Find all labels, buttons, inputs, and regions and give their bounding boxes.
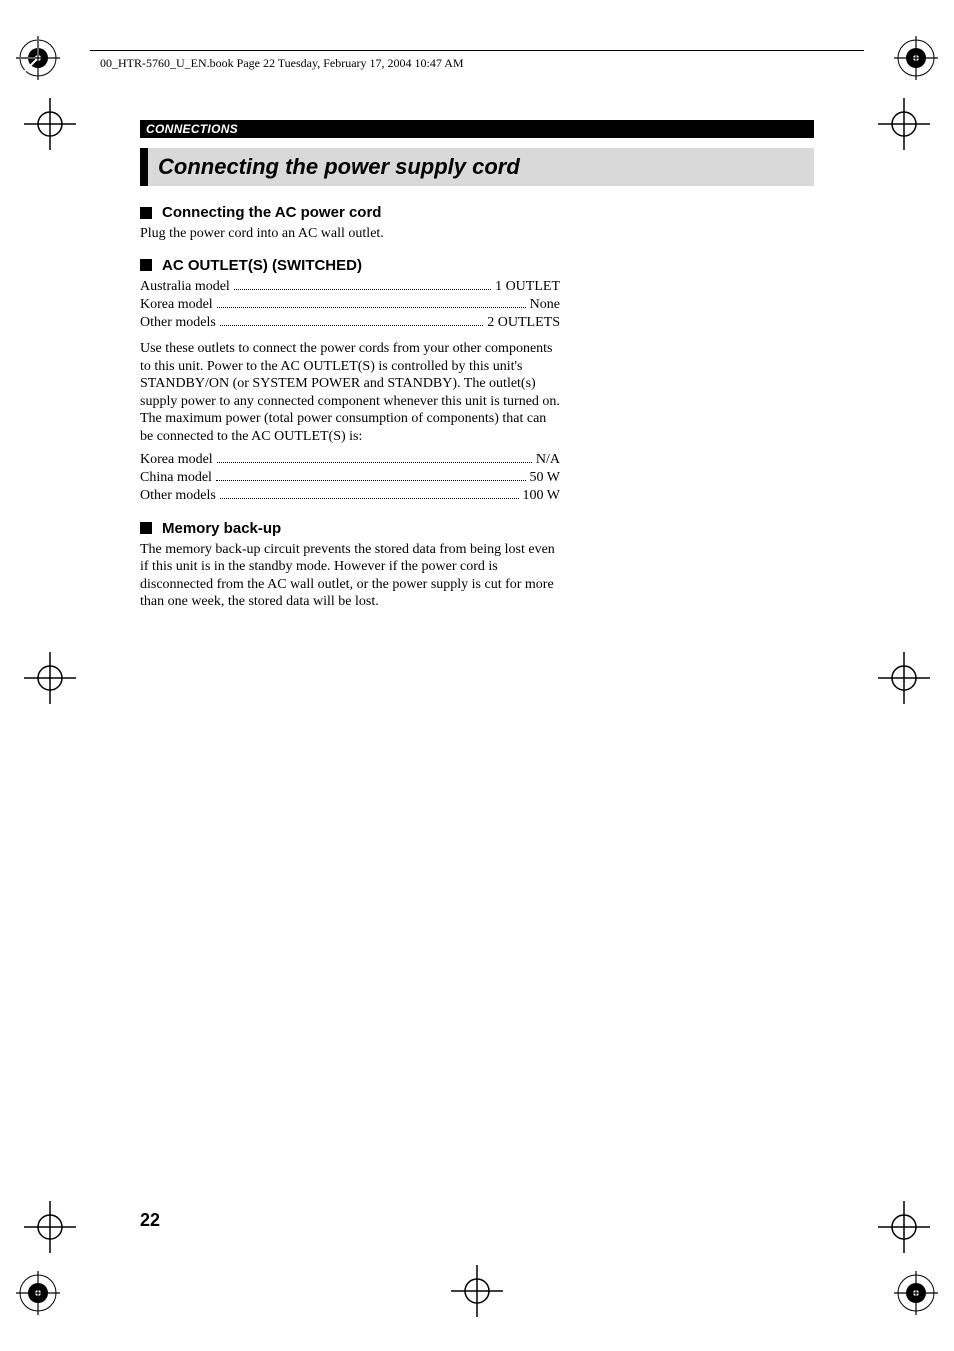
registration-mark-top-left [10,30,66,86]
page-title: Connecting the power supply cord [158,148,520,186]
list-item: Other models 2 OUTLETS [140,314,560,332]
outlet-list: Australia model 1 OUTLET Korea model Non… [140,278,560,333]
leader-dots [220,488,519,499]
square-bullet-icon [140,207,152,219]
list-item-label: Australia model [140,278,230,296]
title-black-tab [140,148,148,186]
content-column: Connecting the AC power cord Plug the po… [140,204,560,611]
body-text: The memory back-up circuit prevents the … [140,541,560,611]
crop-mark-icon [20,648,80,708]
book-header-rule [90,50,864,51]
registration-mark-top-right [888,30,944,86]
list-item: Other models 100 W [140,487,560,505]
list-item: Korea model N/A [140,451,560,469]
leader-dots [234,278,491,289]
list-item: Korea model None [140,296,560,314]
list-item-value: 2 OUTLETS [487,314,560,332]
list-item-label: Korea model [140,451,213,469]
book-header-text: 00_HTR-5760_U_EN.book Page 22 Tuesday, F… [100,56,464,71]
subheading-label: AC OUTLET(S) (SWITCHED) [162,257,362,274]
subheading-label: Memory back-up [162,520,281,537]
crop-mark-icon [20,1197,80,1257]
crop-mark-icon [20,94,80,154]
crop-mark-icon [874,648,934,708]
registration-mark-bottom-right [888,1265,944,1321]
square-bullet-icon [140,259,152,271]
list-item-value: 1 OUTLET [495,278,560,296]
section-header-bar: CONNECTIONS [140,120,814,138]
subheading-ac-outlets: AC OUTLET(S) (SWITCHED) [140,257,560,274]
subheading-label: Connecting the AC power cord [162,204,381,221]
power-list: Korea model N/A China model 50 W Other m… [140,451,560,506]
leader-dots [217,297,526,308]
leader-dots [217,452,532,463]
list-item-value: 100 W [523,487,560,505]
body-text: Use these outlets to connect the power c… [140,340,560,445]
page-number: 22 [140,1210,160,1231]
subheading-memory-backup: Memory back-up [140,520,560,537]
page-content: CONNECTIONS Connecting the power supply … [140,120,814,1231]
registration-mark-bottom-left [10,1265,66,1321]
page-title-box: Connecting the power supply cord [140,148,814,186]
leader-dots [216,470,526,481]
crop-mark-icon [874,1197,934,1257]
square-bullet-icon [140,522,152,534]
crop-mark-icon [447,1261,507,1321]
leader-dots [220,315,483,326]
list-item: China model 50 W [140,469,560,487]
list-item-value: N/A [536,451,560,469]
subheading-ac-power-cord: Connecting the AC power cord [140,204,560,221]
body-text: Plug the power cord into an AC wall outl… [140,225,560,243]
list-item: Australia model 1 OUTLET [140,278,560,296]
list-item-label: China model [140,469,212,487]
list-item-label: Korea model [140,296,213,314]
crop-mark-icon [874,94,934,154]
list-item-label: Other models [140,314,216,332]
list-item-value: None [530,296,560,314]
list-item-value: 50 W [530,469,560,487]
list-item-label: Other models [140,487,216,505]
